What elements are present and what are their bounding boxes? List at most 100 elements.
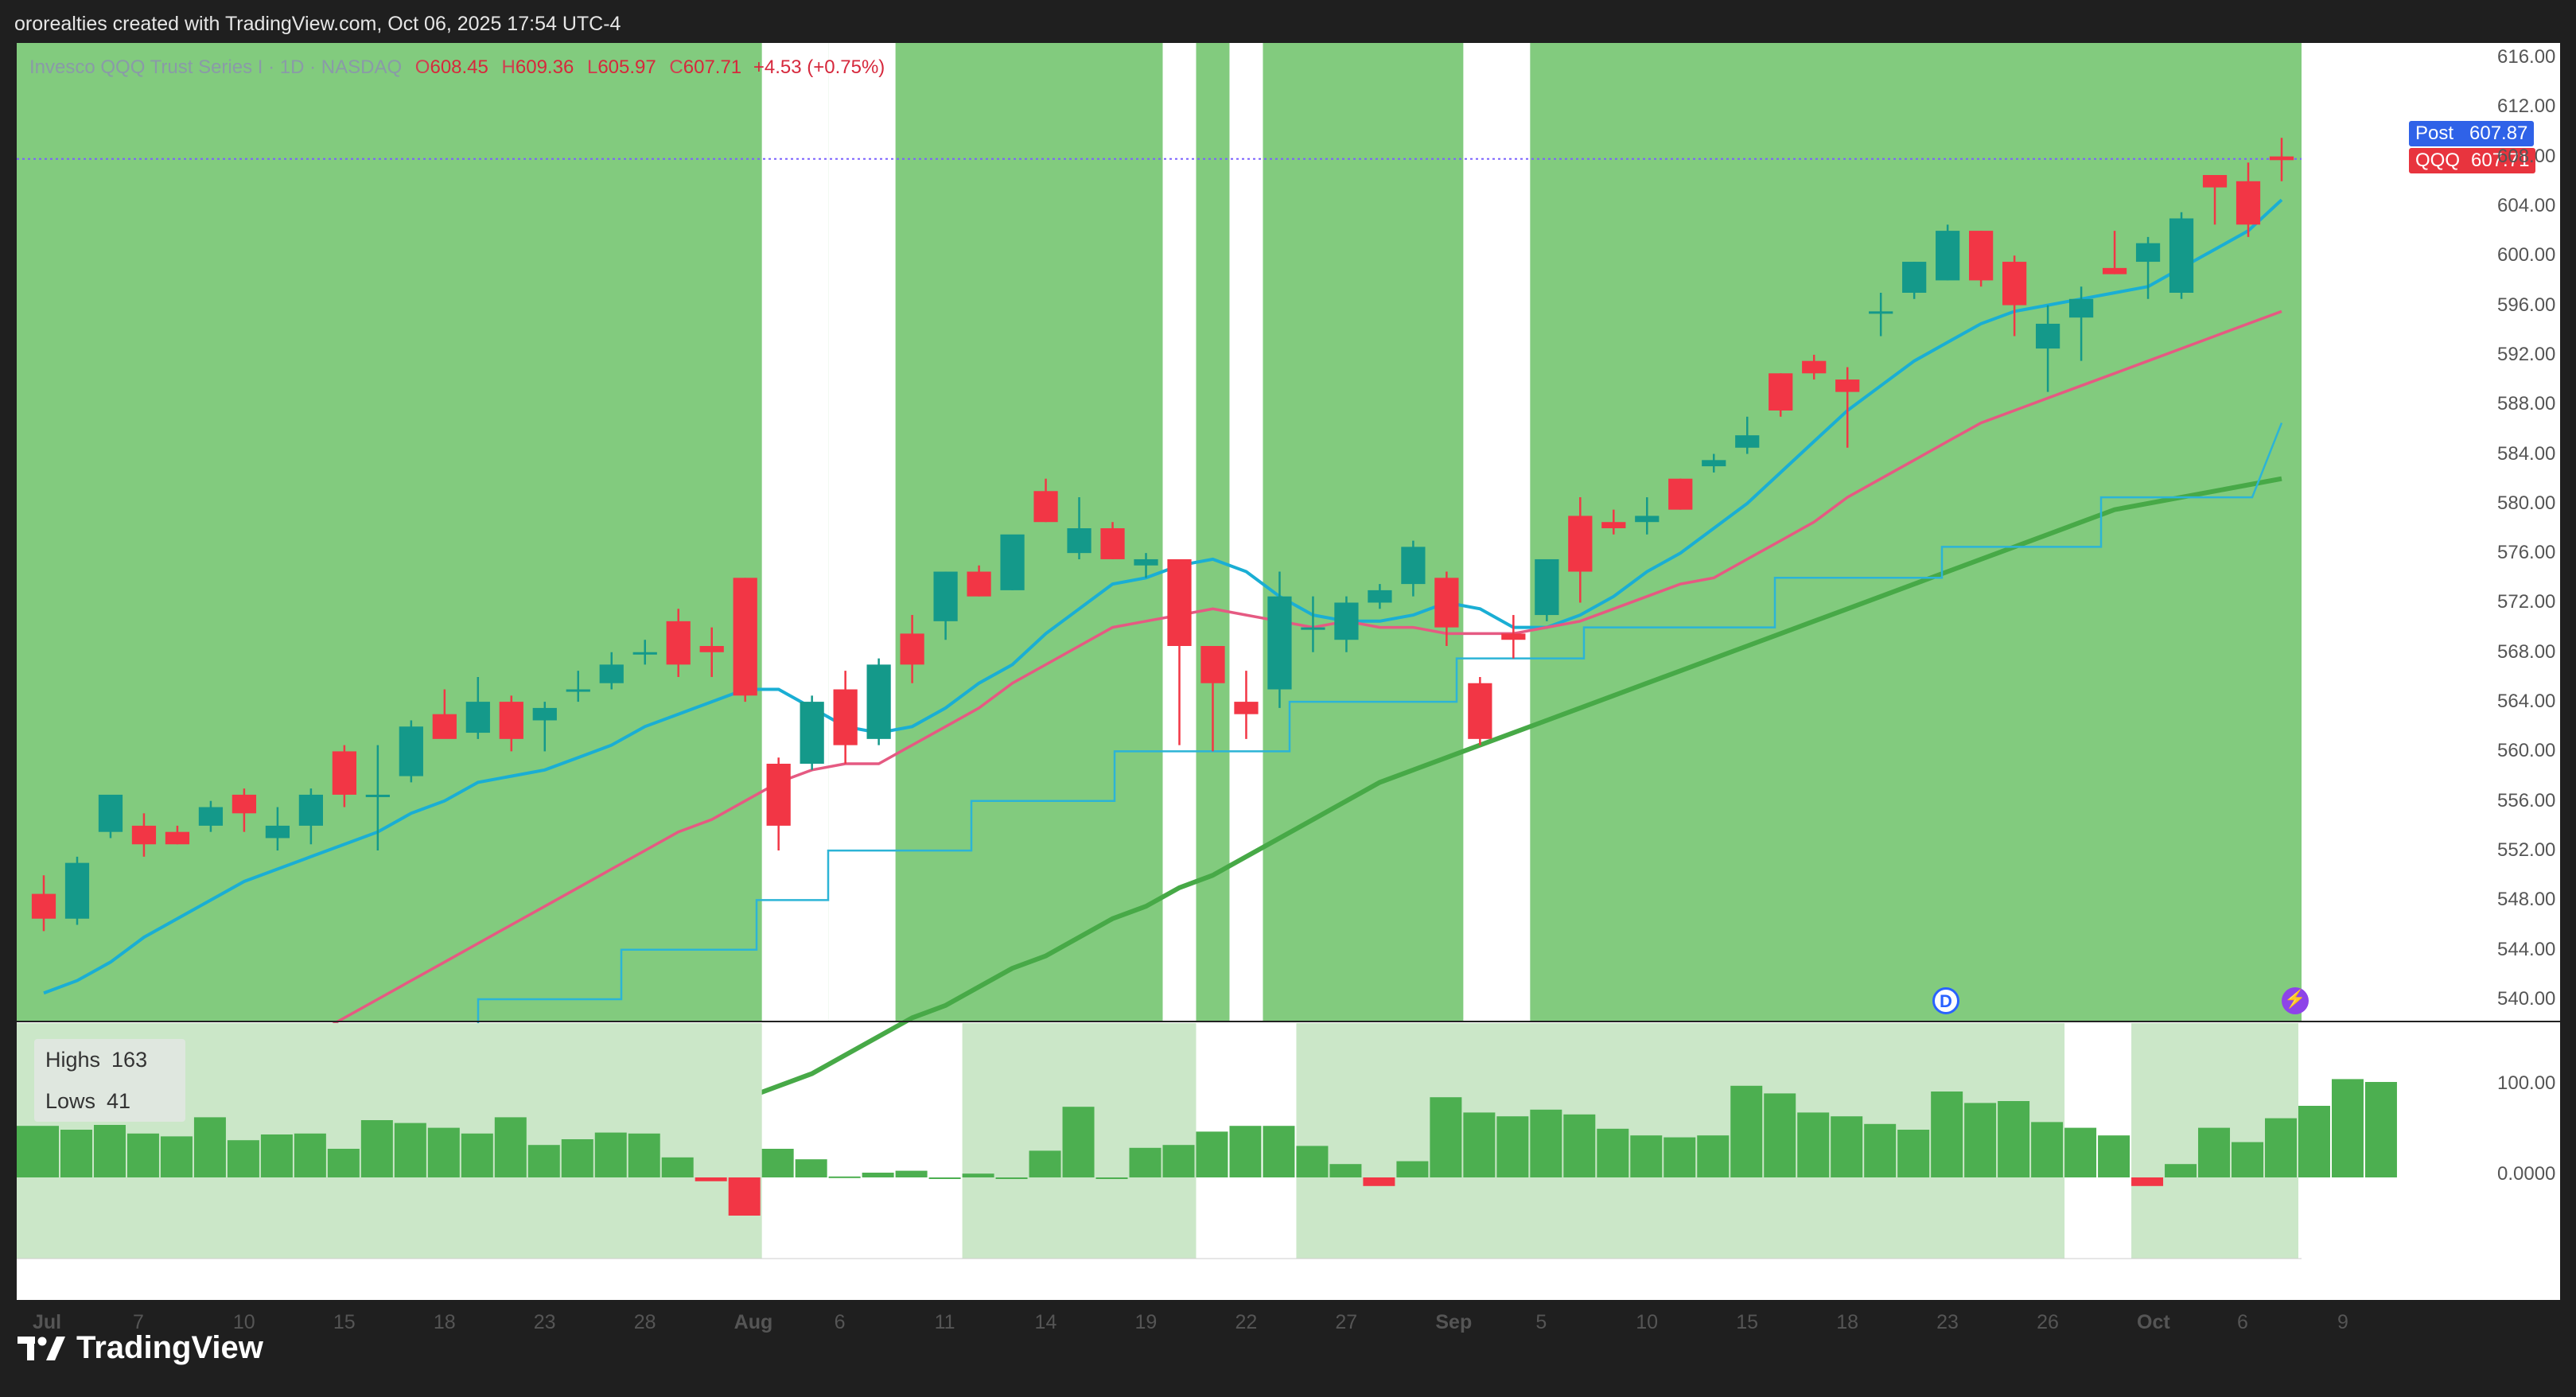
indicator-bar [2165,1164,2197,1177]
candle [566,689,590,692]
neutral-region [828,43,896,1021]
legend-high: 609.36 [515,56,574,78]
candle [1267,596,1292,690]
candle [1568,516,1593,572]
indicator-bar [1897,1130,1930,1177]
post-price-tag: Post 607.87 [2409,121,2535,146]
price-axis-label: 592.00 [2497,343,2556,365]
candle [1100,528,1125,559]
indicator-bar [1229,1126,1262,1177]
candle [1601,522,1626,528]
candle [1501,633,1526,640]
indicator-bar [728,1177,761,1216]
indicator-bar [2131,1177,2164,1186]
indicator-bar [561,1139,593,1177]
indicator-bar [1329,1164,1362,1177]
price-axis-label: 580.00 [2497,492,2556,514]
indicator-bar [2265,1118,2297,1177]
indicator-bar [1396,1161,1429,1177]
indicator-bar [294,1133,326,1177]
indicator-bar [2364,1082,2397,1177]
lightning-icon[interactable]: ⚡ [2282,987,2309,1014]
indicator-bar [461,1133,493,1177]
date-axis-label: Jul [33,1311,62,1333]
candle [1401,547,1426,585]
indicator-bar [1196,1131,1228,1177]
candle [198,807,224,826]
candle [1936,231,1960,281]
chart-attribution: ororealties created with TradingView.com… [14,13,621,35]
candle [165,831,190,845]
highs-value: 163 [111,1048,148,1072]
candle [1668,478,1693,510]
candle [1434,578,1459,628]
candle [833,689,858,745]
price-chart[interactable] [17,43,2560,1300]
candle [599,664,624,683]
chart-frame[interactable]: Invesco QQQ Trust Series I · 1D · NASDAQ… [17,43,2560,1333]
candle [1134,558,1158,566]
highs-lows-box: Highs 163 Lows 41 [34,1039,185,1122]
indicator-bar [995,1177,1028,1179]
legend-close: 607.71 [683,56,742,78]
indicator-bar [1029,1150,1061,1177]
candle [465,702,490,734]
post-label: Post [2415,123,2454,144]
candle [265,825,290,839]
candle [967,571,991,597]
indicator-bar [227,1140,259,1177]
brand-name: TradingView [76,1329,263,1365]
indicator-bar [1062,1107,1095,1177]
candle [1969,231,1994,281]
indicator-bar [928,1177,961,1179]
trailing-step-line [477,422,2283,1049]
indicator-bar [93,1125,126,1177]
tradingview-brand[interactable]: TradingView [18,1329,263,1365]
indicator-axis-100: 100.00 [2497,1072,2556,1094]
candle [1033,491,1058,523]
price-axis-label: 604.00 [2497,194,2556,216]
candle [1835,379,1860,392]
candle [1000,534,1025,590]
candle [499,702,523,739]
indicator-bar [862,1173,894,1177]
date-axis-label: 7 [132,1311,144,1333]
indicator-bar [2331,1079,2364,1177]
price-axis-label: 576.00 [2497,542,2556,564]
price-axis-label: 616.00 [2497,46,2556,68]
indicator-bar [1831,1116,1863,1177]
indicator-bar [1263,1126,1295,1177]
legend-low: 605.97 [597,56,656,78]
date-axis-label: 5 [1535,1311,1547,1333]
indicator-bar [2064,1127,2097,1177]
ema-mid-line [43,309,2282,1162]
candle [1535,558,1559,616]
date-axis-label: Aug [733,1311,773,1333]
candle [933,571,958,621]
symbol-label: QQQ [2415,150,2461,171]
indicator-bar [1597,1128,1629,1177]
date-axis-label: 9 [2337,1311,2348,1333]
dividend-marker[interactable]: D [1932,987,1959,1014]
candle [432,714,457,739]
candle [399,726,423,776]
bullish-background [17,43,2302,1021]
date-axis-label: 6 [834,1311,846,1333]
indicator-bar [2031,1122,2064,1177]
indicator-bar [2098,1135,2130,1177]
indicator-bar [527,1145,560,1177]
indicator-bar [494,1117,527,1177]
date-axis-label: 6 [2237,1311,2248,1333]
price-axis-label: 568.00 [2497,640,2556,663]
date-axis-label: 10 [1636,1311,1659,1333]
indicator-bar [962,1173,994,1177]
legend-open-label: O [414,56,430,78]
candle [64,862,90,919]
indicator-bar [1363,1177,1395,1186]
indicator-bar [260,1134,293,1177]
candle [98,794,123,832]
candle [900,633,924,665]
indicator-bar [1797,1112,1830,1177]
indicator-bar [1162,1145,1195,1177]
price-axis-label: 608.00 [2497,145,2556,167]
